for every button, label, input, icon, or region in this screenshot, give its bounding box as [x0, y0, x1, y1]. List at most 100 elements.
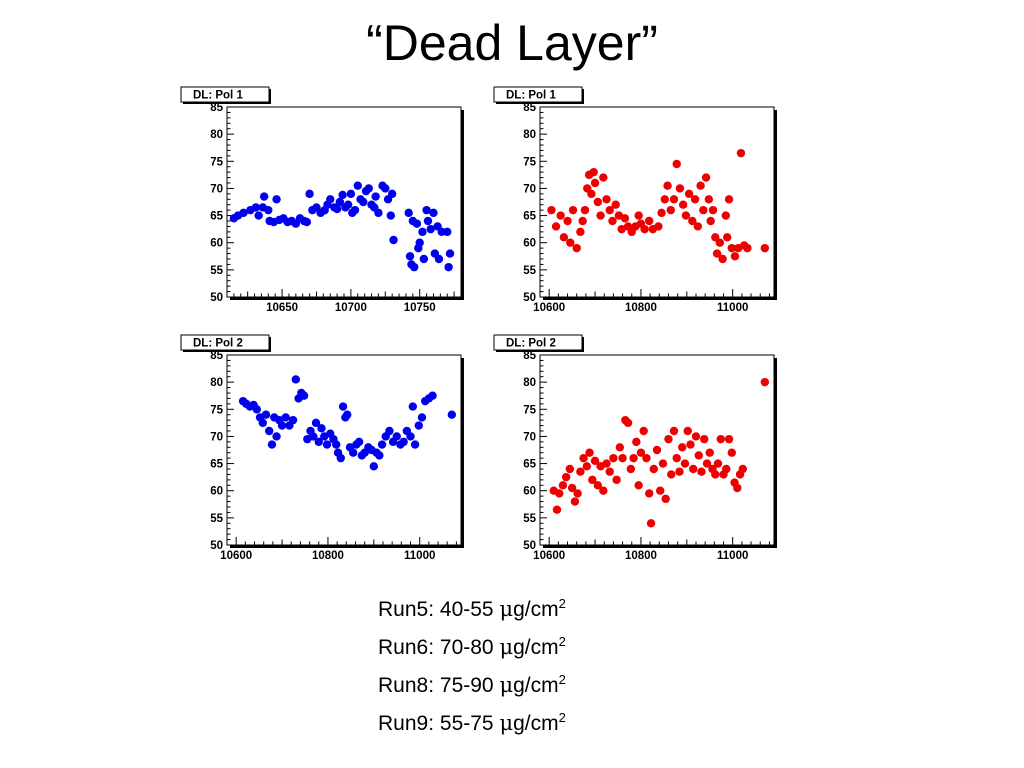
data-point [381, 184, 390, 193]
data-point [389, 235, 398, 245]
data-point [447, 410, 457, 419]
data-point [414, 421, 423, 430]
data-point [615, 443, 625, 452]
data-point [343, 200, 353, 209]
data-point [712, 249, 722, 258]
data-point [551, 222, 561, 231]
data-point [599, 173, 608, 182]
data-point [706, 216, 715, 226]
data-point [589, 167, 598, 177]
data-point [636, 448, 646, 457]
scatter-plot-bottom-left: DL: Pol 2 50 55 60 65 70 75 80 85 10600 10800 11000 [178, 334, 478, 564]
chart-title: DL: Pol 2 [193, 338, 243, 350]
data-point [684, 189, 694, 199]
data-point [645, 489, 654, 498]
data-point [690, 195, 700, 204]
legend-unit: g/cm [513, 712, 559, 735]
data-point [374, 208, 383, 218]
legend-range: 40-55 [439, 598, 494, 621]
data-point [646, 519, 656, 528]
data-point [364, 184, 373, 193]
data-point [688, 216, 697, 226]
y-tick-label: 85 [210, 102, 223, 114]
data-point [723, 233, 732, 242]
data-point [626, 464, 636, 474]
data-point [730, 252, 740, 261]
y-tick-label: 75 [210, 404, 223, 416]
data-point [386, 211, 395, 220]
x-tick-label: 10750 [404, 302, 436, 314]
data-point [336, 453, 345, 463]
data-point [252, 405, 262, 414]
data-point [415, 238, 424, 247]
data-point [552, 505, 562, 514]
data-point [332, 440, 341, 449]
data-point [645, 216, 654, 226]
data-point [611, 200, 620, 209]
y-tick-label: 70 [210, 431, 223, 443]
data-point [426, 224, 435, 234]
data-point [605, 205, 614, 215]
data-point [354, 437, 364, 447]
data-point [317, 424, 326, 433]
y-tick-label: 70 [210, 183, 223, 195]
x-tick-label: 10700 [335, 302, 367, 314]
title-badge [180, 334, 270, 351]
data-point [680, 459, 690, 468]
legend-line-run5: Run5: 40-55 μg/cm2 [378, 588, 566, 626]
data-point [736, 148, 746, 158]
y-tick-label: 60 [210, 486, 223, 498]
chart-title: DL: Pol 1 [193, 90, 243, 102]
plot-frame [226, 354, 462, 546]
legend-run-label: Run6: [378, 636, 435, 659]
y-tick-label: 55 [523, 265, 536, 277]
data-point [652, 445, 662, 455]
data-point [576, 227, 585, 237]
y-tick-label: 65 [523, 211, 536, 223]
data-point [724, 434, 734, 444]
data-point [281, 413, 290, 422]
data-point [267, 440, 277, 449]
data-point [640, 224, 649, 234]
data-point [423, 216, 433, 226]
data-point [649, 464, 658, 474]
plot-frame [539, 106, 775, 298]
data-point [429, 208, 438, 218]
data-point [686, 440, 695, 449]
data-point [556, 211, 565, 220]
data-point [302, 217, 312, 227]
data-point [663, 181, 672, 190]
data-point [348, 448, 358, 457]
data-point [346, 189, 356, 199]
data-point [369, 462, 379, 471]
data-point [593, 481, 603, 490]
data-point [272, 432, 281, 441]
data-point [738, 464, 747, 474]
data-point [258, 418, 267, 428]
y-tick-label: 50 [523, 292, 536, 304]
data-point [599, 486, 608, 495]
data-point [338, 402, 348, 411]
data-point [568, 205, 578, 215]
data-point [335, 197, 345, 207]
y-tick-label: 55 [210, 265, 223, 277]
data-point [399, 437, 408, 447]
data-point [593, 197, 603, 207]
title-badge [180, 86, 270, 103]
data-point [392, 432, 401, 441]
y-tick-label: 75 [523, 156, 536, 168]
data-point [377, 440, 387, 449]
data-point [422, 205, 431, 215]
data-point [563, 216, 572, 226]
y-tick-label: 60 [523, 238, 536, 250]
data-point [443, 227, 452, 237]
data-point [701, 173, 711, 182]
data-point [417, 413, 427, 422]
data-point [561, 472, 571, 482]
data-point [385, 426, 394, 436]
data-point [743, 243, 752, 253]
data-point [588, 475, 597, 485]
x-tick-label: 10650 [266, 302, 298, 314]
run-legend: Run5: 40-55 μg/cm2 Run6: 70-80 μg/cm2 Ru… [378, 588, 566, 740]
data-point [666, 205, 675, 215]
